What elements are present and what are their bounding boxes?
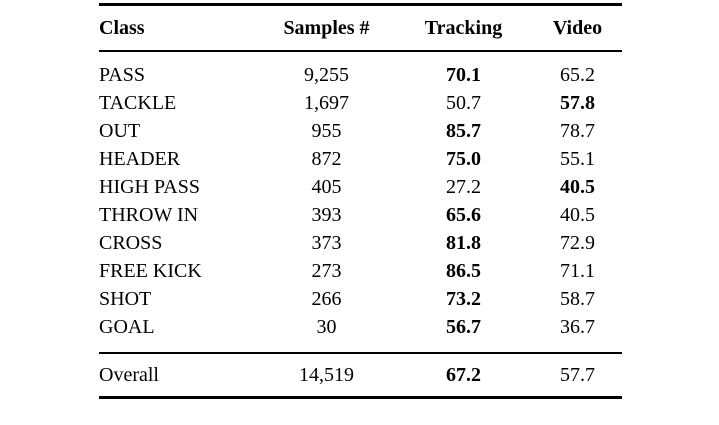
tracking-cell: 56.7	[394, 313, 533, 354]
tracking-cell: 81.8	[446, 231, 481, 254]
tracking-cell: 86.5	[446, 259, 481, 282]
table-row: THROW IN 393 65.6 40.5	[99, 201, 622, 229]
tracking-cell: 75.0	[446, 147, 481, 170]
class-cell: Overall	[99, 353, 259, 399]
tracking-cell: 65.6	[446, 203, 481, 226]
tracking-cell: 85.7	[446, 119, 481, 142]
header-row: Class Samples # Tracking Video	[99, 3, 622, 52]
samples-cell: 393	[311, 203, 342, 226]
class-cell: SHOT	[99, 287, 152, 310]
overall-row: Overall 14,519 67.2 57.7	[99, 353, 622, 399]
table-row: HEADER 872 75.0 55.1	[99, 145, 622, 173]
video-cell: 57.8	[560, 91, 595, 114]
samples-cell: 273	[311, 259, 342, 282]
results-table: Class Samples # Tracking Video PASS 9,25…	[99, 3, 622, 399]
column-header-video: Video	[533, 3, 622, 52]
column-header-class: Class	[99, 3, 259, 52]
video-cell: 71.1	[560, 259, 595, 282]
video-cell: 40.5	[560, 203, 595, 226]
video-cell: 72.9	[560, 231, 595, 254]
class-cell: CROSS	[99, 231, 163, 254]
class-cell: HIGH PASS	[99, 175, 200, 198]
table-body: PASS 9,255 70.1 65.2 TACKLE 1,697 50.7 5…	[99, 51, 622, 354]
video-cell: 55.1	[560, 147, 595, 170]
samples-cell: 373	[311, 231, 342, 254]
tracking-cell: 50.7	[446, 91, 481, 114]
samples-cell: 266	[311, 287, 342, 310]
class-cell: PASS	[99, 63, 145, 86]
samples-cell: 14,519	[259, 353, 394, 399]
class-cell: THROW IN	[99, 203, 199, 226]
table-row: PASS 9,255 70.1 65.2	[99, 51, 622, 89]
table-row: GOAL 30 56.7 36.7	[99, 313, 622, 354]
samples-cell: 9,255	[304, 63, 349, 86]
tracking-cell: 67.2	[394, 353, 533, 399]
table-row: HIGH PASS 405 27.2 40.5	[99, 173, 622, 201]
video-cell: 36.7	[533, 313, 622, 354]
tracking-cell: 27.2	[446, 175, 481, 198]
column-header-tracking: Tracking	[394, 3, 533, 52]
video-cell: 78.7	[560, 119, 595, 142]
table-row: OUT 955 85.7 78.7	[99, 117, 622, 145]
samples-cell: 955	[311, 119, 342, 142]
video-cell: 40.5	[560, 175, 595, 198]
class-cell: FREE KICK	[99, 259, 202, 282]
class-cell: HEADER	[99, 147, 181, 170]
tracking-cell: 70.1	[446, 63, 481, 86]
samples-cell: 405	[311, 175, 342, 198]
class-cell: GOAL	[99, 313, 259, 354]
table-row: CROSS 373 81.8 72.9	[99, 229, 622, 257]
class-cell: OUT	[99, 119, 141, 142]
class-cell: TACKLE	[99, 91, 177, 114]
table-row: SHOT 266 73.2 58.7	[99, 285, 622, 313]
table-row: TACKLE 1,697 50.7 57.8	[99, 89, 622, 117]
samples-cell: 1,697	[304, 91, 349, 114]
table-row: FREE KICK 273 86.5 71.1	[99, 257, 622, 285]
video-cell: 58.7	[560, 287, 595, 310]
video-cell: 57.7	[533, 353, 622, 399]
samples-cell: 872	[311, 147, 342, 170]
samples-cell: 30	[259, 313, 394, 354]
tracking-cell: 73.2	[446, 287, 481, 310]
column-header-samples: Samples #	[259, 3, 394, 52]
video-cell: 65.2	[560, 63, 595, 86]
